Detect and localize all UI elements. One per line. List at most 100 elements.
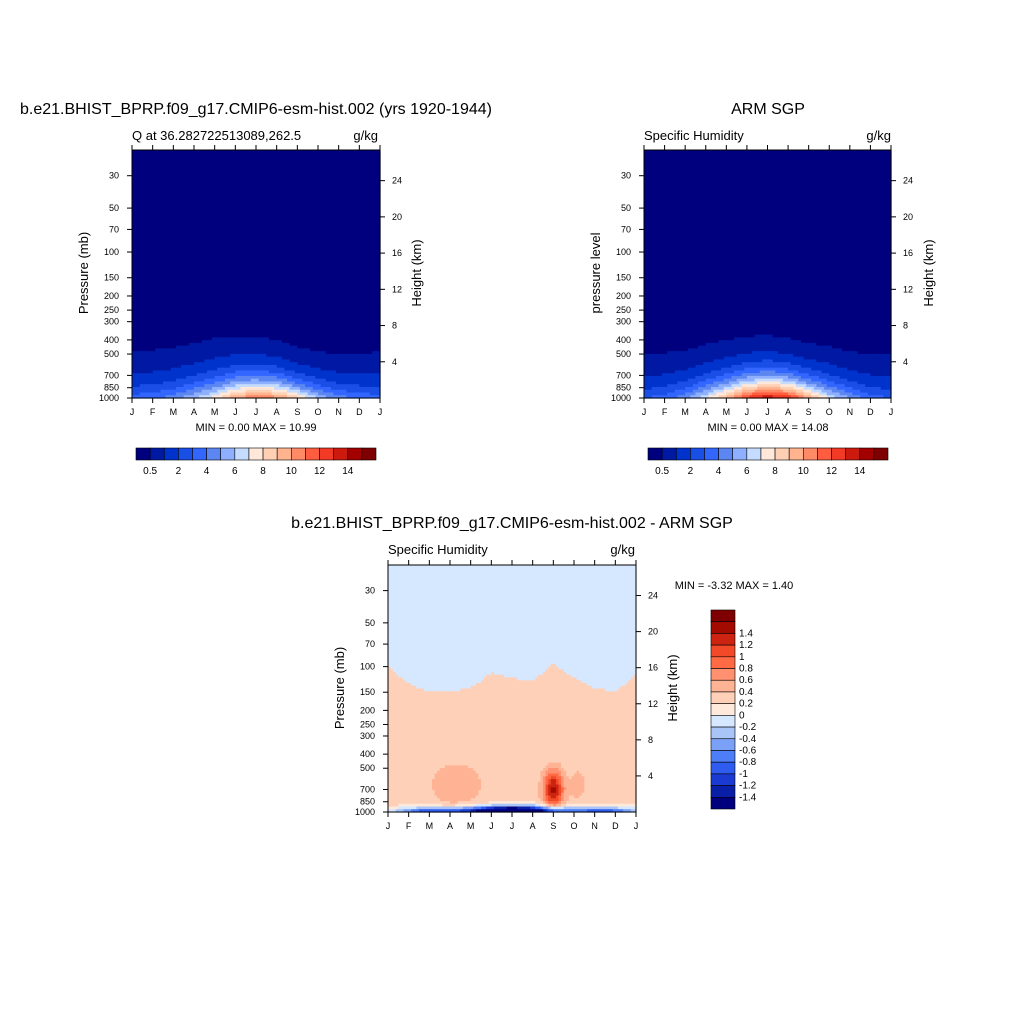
panel-1-cell — [351, 183, 355, 187]
panel-1-cell — [201, 207, 205, 212]
panel-1-cell — [152, 213, 156, 217]
panel-1-cell — [372, 169, 376, 173]
panel-1-cell — [240, 172, 244, 176]
panel-1-cell — [356, 205, 360, 209]
panel-1-cell — [132, 152, 136, 157]
panel-1-cell — [333, 150, 337, 154]
panel-1-cell — [367, 177, 371, 181]
panel-1-cell — [204, 188, 208, 192]
panel-1-cell — [212, 199, 216, 203]
panel-1-cell — [364, 161, 368, 165]
panel-1-cell — [144, 152, 149, 157]
panel-1-cell — [232, 177, 236, 181]
panel-1-cell — [341, 150, 345, 154]
panel-1-cell — [297, 174, 301, 179]
panel-1-cell — [328, 155, 332, 159]
panel-1-cell — [323, 163, 327, 168]
panel-1-cell — [338, 194, 342, 198]
panel-1-cell — [181, 205, 185, 209]
panel-1-cell — [346, 213, 350, 217]
panel-1-cell — [328, 158, 332, 162]
panel-1-cell — [307, 194, 311, 198]
panel-1-cell — [201, 213, 205, 217]
panel-1-cell — [271, 172, 275, 176]
panel-1-cell — [284, 155, 288, 159]
panel-1-cell — [206, 169, 211, 173]
panel-1-cell — [206, 205, 211, 209]
panel-1-cell — [374, 161, 379, 165]
panel-1-cell — [256, 172, 260, 176]
panel-1-cell — [204, 150, 208, 154]
panel-1-cell — [299, 180, 304, 184]
panel-1-cell — [253, 207, 257, 212]
panel-1-cell — [312, 152, 317, 157]
panel-1-cell — [225, 161, 229, 165]
panel-1-cell — [147, 191, 151, 195]
panel-1-cell — [330, 155, 335, 159]
panel-1-cell — [356, 174, 360, 179]
panel-1-cell — [137, 207, 141, 212]
panel-1-cell — [336, 194, 340, 198]
panel-1-cell — [204, 202, 208, 206]
panel-1-cell — [165, 169, 169, 173]
panel-1-cell — [222, 216, 226, 220]
panel-1-cell — [310, 210, 314, 214]
panel-1-cell — [294, 150, 298, 154]
panel-1-cell — [191, 177, 195, 181]
panel-1-cell — [263, 172, 267, 176]
panel-1-cell — [284, 199, 288, 203]
panel-1-cell — [183, 152, 187, 157]
panel-1-cell — [132, 185, 136, 190]
panel-1-cell — [284, 158, 288, 162]
panel-1-cell — [240, 218, 244, 223]
panel-1-cell — [160, 213, 164, 217]
panel-1-cell — [325, 166, 329, 170]
panel-1-cell — [225, 207, 229, 212]
panel-1-cell — [346, 177, 350, 181]
panel-1-cell — [191, 158, 195, 162]
panel-1-cell — [248, 205, 252, 209]
panel-1-cell — [206, 172, 211, 176]
panel-1-cell — [199, 205, 203, 209]
panel-1-cell — [186, 163, 190, 168]
panel-1-cell — [276, 196, 280, 201]
panel-1-cell — [181, 207, 185, 212]
panel-1-cell — [188, 199, 193, 203]
panel-1-cell — [279, 202, 283, 206]
panel-1-cell — [341, 213, 345, 217]
panel-1-cell — [212, 196, 216, 201]
panel-1-cell — [183, 169, 187, 173]
panel-1-cell — [155, 172, 159, 176]
panel-1-cell — [134, 177, 138, 181]
panel-1-cell — [289, 163, 293, 168]
panel-1-cell — [248, 174, 252, 179]
panel-1-cell — [271, 177, 275, 181]
panel-1-cell — [178, 177, 182, 181]
panel-1-cell — [292, 191, 296, 195]
panel-1-cell — [160, 174, 164, 179]
panel-1-cell — [315, 185, 319, 190]
panel-1-cell — [155, 158, 159, 162]
panel-1-cell — [336, 169, 340, 173]
panel-1-cell — [299, 207, 304, 212]
panel-1-cell — [237, 161, 242, 165]
panel-1-cell — [196, 216, 200, 220]
panel-1-cell — [341, 169, 345, 173]
panel-1-cell — [137, 152, 141, 157]
panel-1-cell — [346, 202, 350, 206]
panel-1-cell — [351, 169, 355, 173]
panel-1-cell — [212, 185, 216, 190]
panel-1-cell — [170, 166, 174, 170]
panel-1-cell — [199, 166, 203, 170]
panel-1-cell — [307, 213, 311, 217]
panel-1-cell — [346, 155, 350, 159]
panel-1-cell — [235, 172, 239, 176]
panel-1-cell — [328, 196, 332, 201]
panel-1-cell — [297, 152, 301, 157]
panel-1-cell — [147, 166, 151, 170]
panel-1-cell — [253, 150, 257, 154]
panel-1-cell — [271, 155, 275, 159]
panel-1-cell — [359, 183, 363, 187]
panel-1-cell — [201, 183, 205, 187]
